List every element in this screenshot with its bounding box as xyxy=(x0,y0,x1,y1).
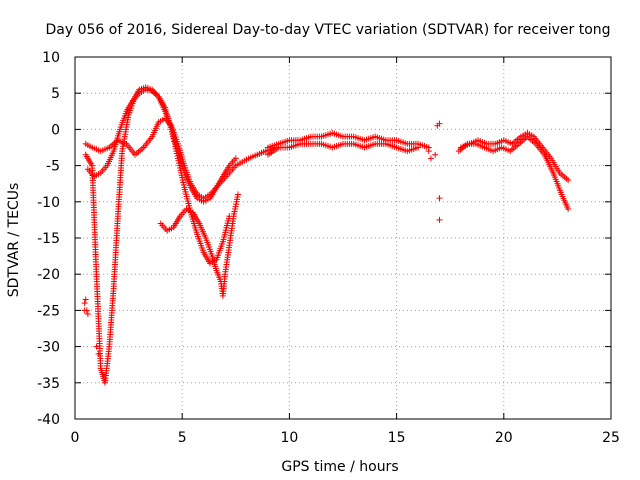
data-point xyxy=(436,120,443,127)
x-tick-label: 15 xyxy=(388,430,406,446)
y-tick-label: -10 xyxy=(37,195,60,211)
data-point xyxy=(232,155,239,162)
data-point xyxy=(234,191,241,198)
y-axis-label: SDTVAR / TECUs xyxy=(6,183,22,298)
x-tick-label: 0 xyxy=(71,430,80,446)
y-tick-labels: -40 -35 -30 -25 -20 -15 -10 -5 0 5 10 xyxy=(37,50,60,428)
data-point xyxy=(84,311,91,318)
data-point xyxy=(81,307,88,314)
data-point xyxy=(436,216,443,223)
data-series xyxy=(84,86,233,267)
data-point xyxy=(565,206,572,213)
data-point xyxy=(432,151,439,158)
y-tick-label: -25 xyxy=(37,303,60,319)
data-series xyxy=(457,130,572,184)
x-tick-labels: 0 5 10 15 20 25 xyxy=(71,430,620,446)
y-tick-label: -20 xyxy=(37,267,60,283)
data-series xyxy=(264,130,432,151)
data-point xyxy=(436,195,443,202)
y-tick-label: -35 xyxy=(37,376,60,392)
grid-lines xyxy=(75,57,611,419)
data-points xyxy=(81,84,572,386)
data-series xyxy=(455,133,572,213)
x-tick-label: 10 xyxy=(280,430,298,446)
data-point xyxy=(93,343,100,350)
data-point xyxy=(81,300,88,307)
axis-ticks xyxy=(74,56,612,420)
data-series xyxy=(81,120,443,357)
data-point xyxy=(565,177,572,184)
y-tick-label: 10 xyxy=(42,50,60,66)
y-tick-label: -15 xyxy=(37,231,60,247)
data-point xyxy=(95,350,102,357)
data-point xyxy=(425,148,432,155)
x-tick-label: 5 xyxy=(178,430,187,446)
x-tick-label: 20 xyxy=(495,430,513,446)
chart-title: Day 056 of 2016, Sidereal Day-to-day VTE… xyxy=(45,22,610,38)
x-axis-label: GPS time / hours xyxy=(281,459,398,475)
data-series xyxy=(82,84,239,386)
y-tick-label: 0 xyxy=(51,122,60,138)
y-tick-label: -40 xyxy=(37,412,60,428)
data-point xyxy=(427,155,434,162)
data-series xyxy=(157,191,241,299)
y-tick-label: -30 xyxy=(37,340,60,356)
data-point xyxy=(415,144,422,151)
y-tick-label: 5 xyxy=(51,86,60,102)
x-tick-label: 25 xyxy=(602,430,620,446)
y-tick-label: -5 xyxy=(46,159,60,175)
data-series xyxy=(264,140,422,158)
data-point xyxy=(82,296,89,303)
